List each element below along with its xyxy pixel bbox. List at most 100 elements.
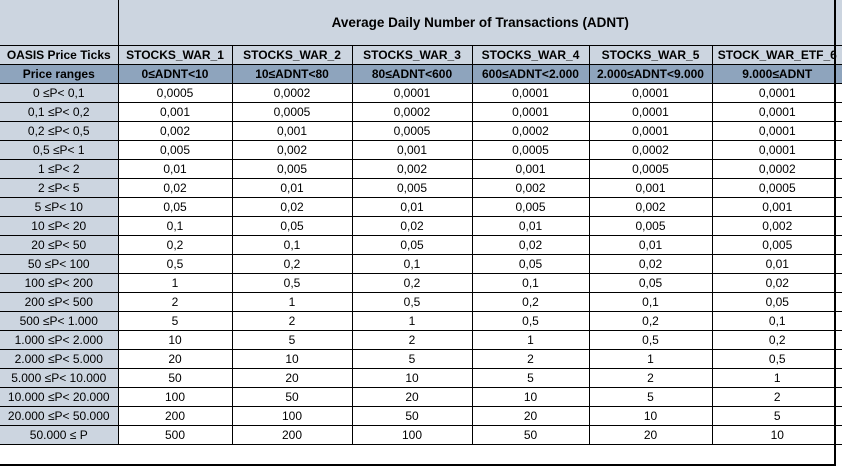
price-range-label: 5.000 ≤P< 10.000 [0, 367, 119, 388]
table-row: 200 ≤P< 500 2 1 0,5 0,2 0,1 0,05 [0, 291, 842, 312]
adnt-value-cell: 0,01 [231, 177, 353, 198]
table-row: 0,2 ≤P< 0,5 0,002 0,001 0,0005 0,0002 0,0001 0… [0, 120, 842, 141]
adnt-value-cell: 0,05 [117, 196, 233, 217]
adnt-value-cell: 0,2 [588, 310, 713, 331]
table-row: 0,5 ≤P< 1 0,005 0,002 0,001 0,0005 0,0002 0,00… [0, 139, 842, 160]
adnt-value-cell: 500 [117, 424, 233, 445]
adnt-value-cell: 0,5 [471, 310, 590, 331]
adnt-value-cell: 2 [588, 367, 713, 388]
price-range-label: 10 ≤P< 20 [0, 215, 119, 236]
column-header-1: STOCKS_WAR_1 [117, 44, 233, 65]
adnt-value-cell: 5 [471, 367, 590, 388]
adnt-value-cell: 200 [117, 405, 233, 426]
adnt-value-cell: 0,002 [231, 139, 353, 160]
adnt-value-cell: 0,0001 [711, 139, 842, 160]
adnt-value-cell: 0,001 [711, 196, 842, 217]
table-row: 0 ≤P< 0,1 0,0005 0,0002 0,0001 0,0001 0,0001 0… [0, 82, 842, 103]
adnt-value-cell: 0,0002 [471, 120, 590, 141]
adnt-value-cell: 0,0005 [711, 177, 842, 198]
adnt-value-cell: 0,002 [351, 158, 473, 179]
adnt-value-cell: 0,05 [231, 215, 353, 236]
column-header-5: STOCKS_WAR_5 [588, 44, 713, 65]
price-range-label: 0,2 ≤P< 0,5 [0, 120, 119, 141]
adnt-value-cell: 0,02 [351, 215, 473, 236]
adnt-value-cell: 20 [471, 405, 590, 426]
adnt-value-cell: 0,05 [588, 272, 713, 293]
adnt-value-cell: 0,5 [588, 329, 713, 350]
table-right-border [834, 0, 836, 466]
adnt-value-cell: 20 [231, 367, 353, 388]
price-range-label: 50.000 ≤ P [0, 424, 119, 445]
adnt-value-cell: 0,02 [711, 272, 842, 293]
corner-sublabel: Price ranges [0, 63, 119, 84]
adnt-value-cell: 0,0002 [588, 139, 713, 160]
table-row: 1 ≤P< 2 0,01 0,005 0,002 0,001 0,0005 0,0002 [0, 158, 842, 179]
price-range-label: 2.000 ≤P< 5.000 [0, 348, 119, 369]
adnt-value-cell: 0,0005 [351, 120, 473, 141]
adnt-value-cell: 50 [471, 424, 590, 445]
adnt-value-cell: 0,1 [351, 253, 473, 274]
adnt-range-header-4: 600≤ADNT<2.000 [471, 63, 590, 84]
adnt-value-cell: 0,001 [117, 101, 233, 122]
adnt-value-cell: 50 [351, 405, 473, 426]
adnt-value-cell: 0,01 [588, 234, 713, 255]
adnt-value-cell: 0,005 [117, 139, 233, 160]
corner-blank-cell [0, 0, 119, 46]
price-range-label: 5 ≤P< 10 [0, 196, 119, 217]
table-row: 20 ≤P< 50 0,2 0,1 0,05 0,02 0,01 0,005 [0, 234, 842, 255]
adnt-value-cell: 0,1 [711, 310, 842, 331]
adnt-value-cell: 1 [711, 367, 842, 388]
adnt-value-cell: 0,0002 [231, 82, 353, 103]
adnt-value-cell: 0,02 [588, 253, 713, 274]
adnt-value-cell: 20 [117, 348, 233, 369]
price-range-label: 20 ≤P< 50 [0, 234, 119, 255]
price-range-label: 20.000 ≤P< 50.000 [0, 405, 119, 426]
adnt-value-cell: 0,002 [711, 215, 842, 236]
adnt-value-cell: 20 [588, 424, 713, 445]
table-row: 2 ≤P< 5 0,02 0,01 0,005 0,002 0,001 0,0005 [0, 177, 842, 198]
adnt-value-cell: 5 [117, 310, 233, 331]
adnt-value-cell: 0,1 [471, 272, 590, 293]
column-header-3: STOCKS_WAR_3 [351, 44, 473, 65]
adnt-value-cell: 0,001 [351, 139, 473, 160]
adnt-value-cell: 0,0005 [117, 82, 233, 103]
adnt-value-cell: 1 [351, 310, 473, 331]
adnt-value-cell: 0,0001 [711, 101, 842, 122]
table-row: 10 ≤P< 20 0,1 0,05 0,02 0,01 0,005 0,002 [0, 215, 842, 236]
adnt-value-cell: 0,5 [351, 291, 473, 312]
adnt-value-cell: 5 [711, 405, 842, 426]
adnt-value-cell: 100 [117, 386, 233, 407]
adnt-value-cell: 2 [471, 348, 590, 369]
adnt-value-cell: 200 [231, 424, 353, 445]
adnt-value-cell: 0,0001 [471, 82, 590, 103]
adnt-value-cell: 0,0001 [711, 82, 842, 103]
adnt-value-cell: 2 [231, 310, 353, 331]
table-row: 20.000 ≤P< 50.000 200 100 50 20 10 5 [0, 405, 842, 426]
adnt-value-cell: 0,0001 [711, 120, 842, 141]
adnt-value-cell: 0,02 [117, 177, 233, 198]
table-row: 50 ≤P< 100 0,5 0,2 0,1 0,05 0,02 0,01 [0, 253, 842, 274]
price-range-label: 0,5 ≤P< 1 [0, 139, 119, 160]
adnt-value-cell: 0,005 [471, 196, 590, 217]
table-row: 100 ≤P< 200 1 0,5 0,2 0,1 0,05 0,02 [0, 272, 842, 293]
adnt-value-cell: 0,2 [471, 291, 590, 312]
adnt-range-header-1: 0≤ADNT<10 [117, 63, 233, 84]
adnt-value-cell: 5 [588, 386, 713, 407]
adnt-value-cell: 0,0002 [351, 101, 473, 122]
table-row: 5.000 ≤P< 10.000 50 20 10 5 2 1 [0, 367, 842, 388]
adnt-range-header-2: 10≤ADNT<80 [231, 63, 353, 84]
adnt-value-cell: 1 [231, 291, 353, 312]
column-header-4: STOCKS_WAR_4 [471, 44, 590, 65]
corner-label: OASIS Price Ticks [0, 44, 119, 65]
adnt-value-cell: 5 [231, 329, 353, 350]
table-body: 0 ≤P< 0,1 0,0005 0,0002 0,0001 0,0001 0,0001 0… [0, 82, 842, 445]
adnt-value-cell: 10 [471, 386, 590, 407]
adnt-value-cell: 1 [117, 272, 233, 293]
adnt-value-cell: 0,5 [117, 253, 233, 274]
price-range-label: 50 ≤P< 100 [0, 253, 119, 274]
price-range-label: 1.000 ≤P< 2.000 [0, 329, 119, 350]
price-range-label: 0,1 ≤P< 0,2 [0, 101, 119, 122]
adnt-value-cell: 0,005 [588, 215, 713, 236]
adnt-value-cell: 0,0001 [588, 82, 713, 103]
